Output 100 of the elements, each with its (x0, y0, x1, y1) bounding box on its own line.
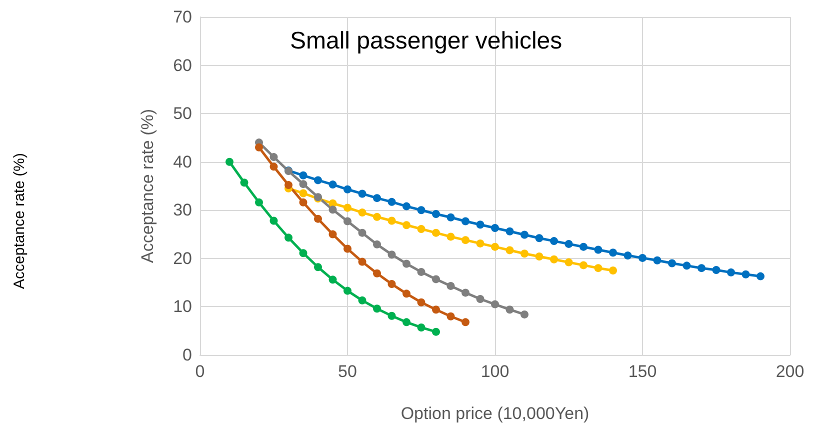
point (402, 290, 410, 298)
point (742, 270, 750, 278)
point (520, 230, 528, 239)
y-tick-label: 70 (173, 8, 192, 26)
point (402, 318, 410, 326)
point (432, 328, 440, 336)
point (226, 158, 234, 166)
point (284, 234, 292, 242)
point (328, 206, 337, 214)
y-axis-title: Acceptance rate (%) (138, 108, 157, 264)
point (491, 242, 499, 251)
point (432, 228, 440, 237)
point (564, 258, 573, 266)
point (698, 264, 706, 272)
point (255, 143, 263, 152)
point (388, 280, 396, 288)
point (609, 248, 617, 257)
point (284, 181, 292, 190)
point (462, 288, 470, 297)
point (491, 224, 499, 232)
x-tick-label: 0 (195, 362, 205, 381)
point (491, 300, 499, 308)
point (462, 318, 470, 326)
point (476, 294, 484, 303)
point (388, 312, 396, 320)
y-tick-label: 50 (173, 104, 192, 124)
point (299, 180, 308, 188)
point (727, 268, 735, 276)
point (270, 216, 278, 225)
y-tick-label: 20 (173, 248, 192, 268)
point (417, 224, 426, 233)
point (446, 312, 455, 320)
point (388, 216, 396, 225)
point (328, 276, 337, 284)
point (388, 250, 396, 259)
point (462, 236, 470, 244)
point (446, 282, 455, 290)
point (417, 268, 426, 276)
point (373, 212, 381, 221)
text: Acceptance rate (%) (11, 153, 28, 289)
point (506, 306, 514, 314)
x-tick-label: 100 (480, 362, 510, 381)
point (344, 244, 352, 253)
point (358, 208, 366, 217)
point (417, 206, 426, 214)
point (388, 198, 396, 206)
point (270, 153, 278, 162)
x-axis-title: Option price (10,000Yen) (400, 404, 590, 423)
point (535, 234, 544, 242)
point (344, 286, 352, 295)
point (373, 240, 381, 248)
point (580, 242, 588, 251)
point (476, 239, 484, 248)
point (402, 221, 410, 230)
point (328, 180, 337, 189)
point (328, 230, 337, 238)
point (668, 259, 676, 268)
point (476, 220, 484, 229)
y-tick-label: 0 (182, 346, 192, 364)
point (446, 232, 455, 241)
point (550, 237, 558, 246)
point (373, 194, 381, 202)
chart-title: Small passenger vehicles (290, 28, 562, 54)
point (520, 310, 528, 318)
y-tick-label: 30 (173, 200, 192, 220)
point (712, 266, 720, 274)
point (344, 185, 352, 194)
point (417, 323, 426, 332)
x-tick-label: 150 (628, 362, 657, 381)
point (520, 250, 528, 258)
y-tick-label: 40 (173, 152, 192, 172)
point (506, 246, 514, 254)
point (358, 228, 366, 237)
point (756, 272, 764, 280)
point (402, 202, 410, 210)
point (255, 198, 263, 206)
point (270, 162, 278, 171)
x-tick-label: 200 (776, 362, 804, 381)
y-tick-label: 10 (173, 297, 192, 316)
point (432, 210, 440, 218)
point (580, 261, 588, 270)
point (314, 263, 322, 272)
point (299, 189, 308, 198)
point (432, 306, 440, 314)
point (314, 176, 322, 184)
point (506, 227, 514, 236)
point (299, 249, 308, 258)
y-tick-label: 60 (173, 56, 192, 75)
point (535, 252, 544, 260)
point (358, 190, 366, 198)
point (373, 269, 381, 278)
point (682, 262, 691, 270)
point (462, 217, 470, 226)
point (358, 296, 366, 304)
point (344, 217, 352, 226)
x-tick-label: 50 (338, 362, 357, 381)
point (594, 246, 602, 254)
point (358, 258, 366, 266)
point (299, 198, 308, 206)
point (432, 275, 440, 284)
